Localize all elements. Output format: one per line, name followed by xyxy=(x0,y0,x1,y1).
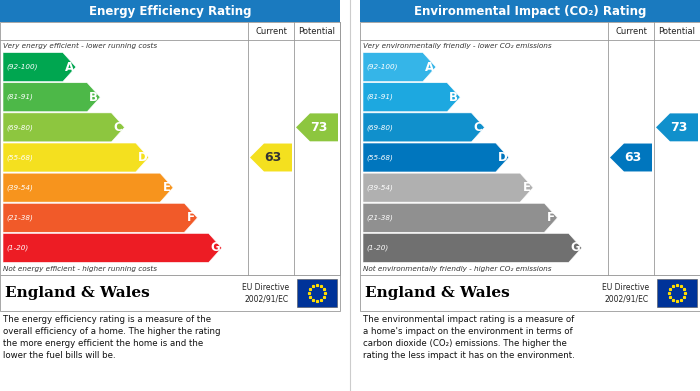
Polygon shape xyxy=(3,173,173,202)
Text: Potential: Potential xyxy=(659,27,696,36)
Text: The environmental impact rating is a measure of
a home's impact on the environme: The environmental impact rating is a mea… xyxy=(363,315,575,361)
Text: E: E xyxy=(162,181,171,194)
Bar xyxy=(360,275,700,311)
Polygon shape xyxy=(656,113,698,141)
Polygon shape xyxy=(3,113,125,142)
Bar xyxy=(360,22,700,275)
Text: (55-68): (55-68) xyxy=(6,154,33,161)
Text: (21-38): (21-38) xyxy=(6,215,33,221)
Text: D: D xyxy=(137,151,147,164)
Polygon shape xyxy=(3,83,100,112)
Text: (1-20): (1-20) xyxy=(6,245,28,251)
Text: 73: 73 xyxy=(309,121,327,134)
Text: Potential: Potential xyxy=(298,27,335,36)
Bar xyxy=(297,279,337,307)
Text: (69-80): (69-80) xyxy=(366,124,393,131)
Text: (1-20): (1-20) xyxy=(366,245,389,251)
Text: 63: 63 xyxy=(264,151,281,164)
Text: Not energy efficient - higher running costs: Not energy efficient - higher running co… xyxy=(3,266,157,272)
Polygon shape xyxy=(363,113,484,142)
Text: (81-91): (81-91) xyxy=(6,94,33,100)
Polygon shape xyxy=(363,173,533,202)
Text: (92-100): (92-100) xyxy=(6,64,38,70)
Text: F: F xyxy=(187,211,195,224)
Text: C: C xyxy=(474,121,482,134)
Polygon shape xyxy=(363,203,557,232)
Text: England & Wales: England & Wales xyxy=(365,286,510,300)
Text: C: C xyxy=(113,121,122,134)
Bar xyxy=(360,0,700,22)
Text: (92-100): (92-100) xyxy=(366,64,398,70)
Text: B: B xyxy=(89,91,98,104)
Text: Current: Current xyxy=(615,27,647,36)
Polygon shape xyxy=(363,143,509,172)
Text: Very environmentally friendly - lower CO₂ emissions: Very environmentally friendly - lower CO… xyxy=(363,43,552,49)
Text: EU Directive
2002/91/EC: EU Directive 2002/91/EC xyxy=(242,283,289,303)
Text: E: E xyxy=(523,181,531,194)
Text: A: A xyxy=(425,61,434,74)
Polygon shape xyxy=(363,83,460,112)
Text: (39-54): (39-54) xyxy=(366,185,393,191)
Text: Very energy efficient - lower running costs: Very energy efficient - lower running co… xyxy=(3,43,157,49)
Text: B: B xyxy=(449,91,459,104)
Text: 73: 73 xyxy=(670,121,687,134)
Bar xyxy=(657,279,697,307)
Polygon shape xyxy=(3,53,76,82)
Text: England & Wales: England & Wales xyxy=(5,286,150,300)
Text: Not environmentally friendly - higher CO₂ emissions: Not environmentally friendly - higher CO… xyxy=(363,266,552,272)
Text: F: F xyxy=(547,211,555,224)
Text: A: A xyxy=(65,61,74,74)
Text: G: G xyxy=(570,241,580,255)
Text: (21-38): (21-38) xyxy=(366,215,393,221)
Polygon shape xyxy=(610,143,652,172)
Bar xyxy=(0,275,340,311)
Bar xyxy=(0,22,340,275)
Text: The energy efficiency rating is a measure of the
overall efficiency of a home. T: The energy efficiency rating is a measur… xyxy=(3,315,220,361)
Text: (39-54): (39-54) xyxy=(6,185,33,191)
Bar xyxy=(0,0,340,22)
Text: EU Directive
2002/91/EC: EU Directive 2002/91/EC xyxy=(602,283,649,303)
Polygon shape xyxy=(3,203,197,232)
Text: (55-68): (55-68) xyxy=(366,154,393,161)
Polygon shape xyxy=(3,233,222,262)
Text: Environmental Impact (CO₂) Rating: Environmental Impact (CO₂) Rating xyxy=(414,5,646,18)
Polygon shape xyxy=(363,233,582,262)
Text: G: G xyxy=(210,241,220,255)
Polygon shape xyxy=(3,143,149,172)
Text: D: D xyxy=(498,151,508,164)
Text: (69-80): (69-80) xyxy=(6,124,33,131)
Polygon shape xyxy=(250,143,292,172)
Text: Current: Current xyxy=(255,27,287,36)
Text: Energy Efficiency Rating: Energy Efficiency Rating xyxy=(89,5,251,18)
Polygon shape xyxy=(363,53,436,82)
Text: 63: 63 xyxy=(624,151,641,164)
Text: (81-91): (81-91) xyxy=(366,94,393,100)
Polygon shape xyxy=(296,113,338,141)
